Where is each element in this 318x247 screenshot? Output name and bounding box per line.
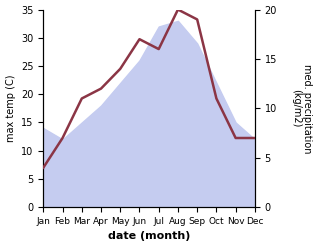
X-axis label: date (month): date (month) [108, 231, 190, 242]
Y-axis label: max temp (C): max temp (C) [5, 75, 16, 142]
Y-axis label: med. precipitation
(kg/m2): med. precipitation (kg/m2) [291, 64, 313, 153]
